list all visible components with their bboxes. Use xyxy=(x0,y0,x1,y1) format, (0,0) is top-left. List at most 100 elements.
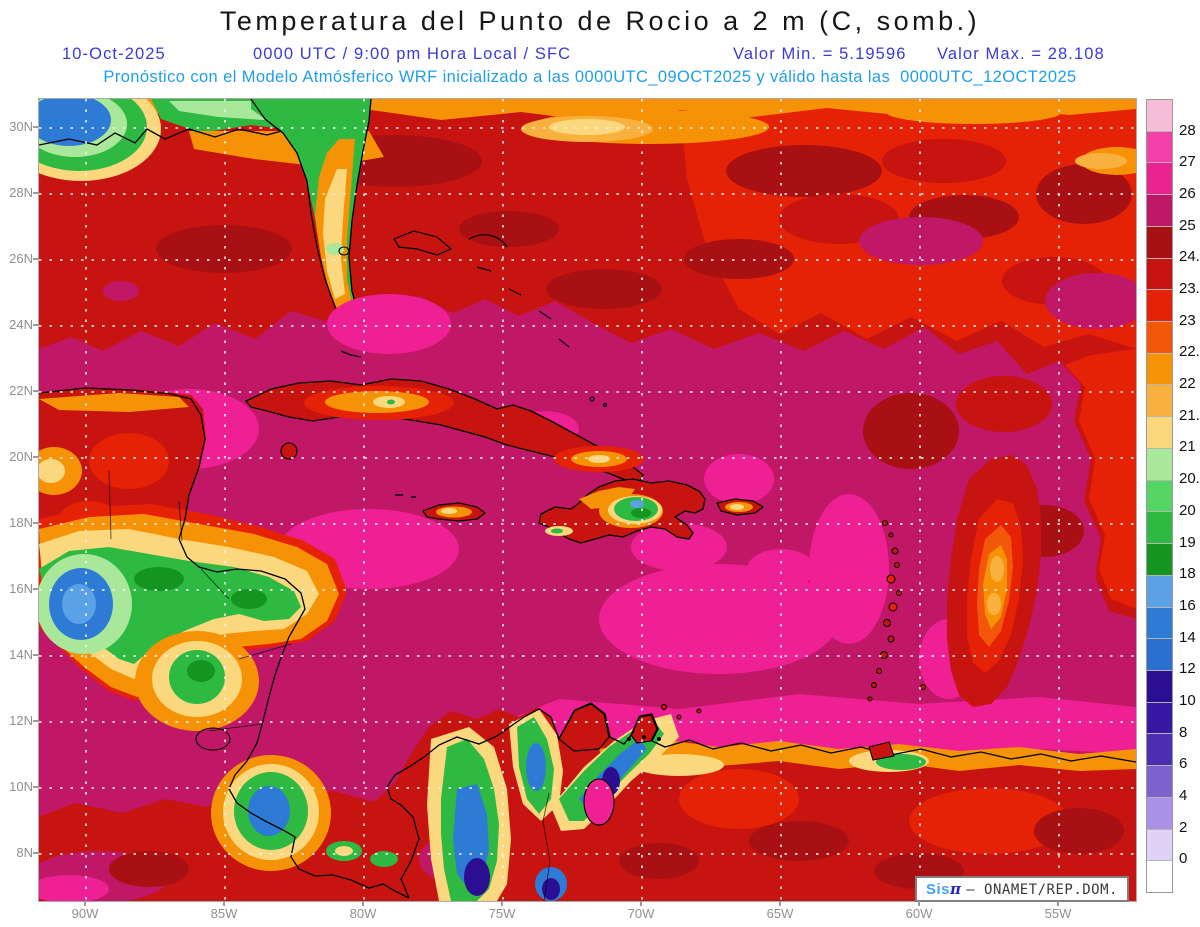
run-date: 10-Oct-2025 xyxy=(62,45,166,63)
colorbar-level-label: 4 xyxy=(1179,786,1188,804)
watermark-badge: Sisπ – ONAMET/REP.DOM. xyxy=(915,876,1129,902)
colorbar-swatch xyxy=(1147,543,1172,575)
colorbar-swatch xyxy=(1147,321,1172,353)
page-title: Temperatura del Punto de Rocio a 2 m (C,… xyxy=(219,6,981,36)
colorbar-swatch xyxy=(1147,828,1172,861)
colorbar-swatch xyxy=(1147,796,1172,829)
lat-tick-label: 30N xyxy=(9,119,33,134)
lon-tick-mark xyxy=(223,901,225,906)
colorbar-swatch xyxy=(1147,574,1172,607)
hispaniola-island xyxy=(538,478,706,544)
lat-tick-label: 26N xyxy=(9,251,33,266)
lat-tick-mark xyxy=(33,192,38,194)
colorbar-swatch xyxy=(1147,511,1172,544)
lat-tick-mark xyxy=(33,456,38,458)
puerto-rico-island xyxy=(716,498,765,516)
colorbar-level-label: 10 xyxy=(1179,691,1196,709)
min-value-text: Valor Min. = 5.19596 xyxy=(733,45,907,63)
colorbar-level-label: 22.5 xyxy=(1179,343,1200,361)
lon-tick-label: 65W xyxy=(766,906,794,921)
lon-tick-label: 90W xyxy=(71,906,99,921)
lat-tick-label: 20N xyxy=(9,449,33,464)
colorbar-level-label: 14 xyxy=(1179,628,1196,646)
model-init-text: Pronóstico con el Modelo Atmósferico WRF… xyxy=(103,68,1077,86)
lon-tick-mark xyxy=(779,901,781,906)
lon-tick-label: 55W xyxy=(1044,906,1072,921)
max-value-text: Valor Max. = 28.108 xyxy=(937,45,1105,63)
lon-tick-mark xyxy=(640,901,642,906)
colorbar-level-label: 16 xyxy=(1179,596,1196,614)
region-south-america-features xyxy=(427,703,1136,901)
lon-tick-label: 85W xyxy=(210,906,238,921)
lat-tick-mark xyxy=(33,390,38,392)
colorbar-swatch xyxy=(1147,225,1172,258)
colorbar-swatch xyxy=(1147,860,1172,892)
watermark-agency: – ONAMET/REP.DOM. xyxy=(966,882,1118,898)
lesser-antilles xyxy=(627,520,926,761)
colorbar-swatches xyxy=(1146,99,1173,893)
colorbar-swatch xyxy=(1147,257,1172,290)
colorbar-swatch xyxy=(1147,162,1172,195)
lon-tick-mark xyxy=(1057,901,1059,906)
lat-tick-label: 24N xyxy=(9,317,33,332)
colorbar-swatch xyxy=(1147,100,1172,131)
colorbar-level-label: 20.5 xyxy=(1179,470,1200,488)
watermark-pi-icon: π xyxy=(950,880,962,898)
coastlines xyxy=(39,387,1136,901)
colorbar-level-label: 20 xyxy=(1179,501,1196,519)
lat-tick-mark xyxy=(33,258,38,260)
colorbar-swatch xyxy=(1147,701,1172,734)
lon-tick-label: 60W xyxy=(905,906,933,921)
colorbar-swatch xyxy=(1147,638,1172,670)
colorbar-level-label: 8 xyxy=(1179,723,1188,741)
lat-tick-mark xyxy=(33,786,38,788)
watermark-sis: Sis xyxy=(926,881,951,898)
colorbar-swatch xyxy=(1147,765,1172,797)
region-east-orange-blob xyxy=(947,455,1041,707)
colorbar-swatch xyxy=(1147,669,1172,702)
lat-tick-mark xyxy=(33,126,38,128)
colorbar-level-label: 24.5 xyxy=(1179,248,1200,266)
lat-tick-mark xyxy=(33,852,38,854)
lon-tick-label: 75W xyxy=(488,906,516,921)
lat-tick-mark xyxy=(33,654,38,656)
colorbar-swatch xyxy=(1147,447,1172,480)
lon-tick-mark xyxy=(918,901,920,906)
lon-tick-mark xyxy=(84,901,86,906)
lat-tick-mark xyxy=(33,720,38,722)
lat-tick-label: 10N xyxy=(9,779,33,794)
lat-tick-label: 8N xyxy=(16,845,33,860)
colorbar-level-label: 18 xyxy=(1179,565,1196,583)
lat-tick-label: 12N xyxy=(9,713,33,728)
lat-tick-mark xyxy=(33,324,38,326)
colorbar-swatch xyxy=(1147,352,1172,385)
jamaica-island xyxy=(422,502,486,522)
colorbar-level-label: 19 xyxy=(1179,533,1196,551)
colorbar-level-label: 25 xyxy=(1179,216,1196,234)
colorbar-swatch xyxy=(1147,733,1172,766)
colorbar-level-label: 22 xyxy=(1179,375,1196,393)
lat-tick-label: 14N xyxy=(9,647,33,662)
colorbar-level-label: 12 xyxy=(1179,660,1196,678)
colorbar-level-label: 23.5 xyxy=(1179,280,1200,298)
lat-tick-label: 16N xyxy=(9,581,33,596)
colorbar-swatch xyxy=(1147,479,1172,512)
colorbar-swatch xyxy=(1147,194,1172,226)
colorbar-level-label: 6 xyxy=(1179,755,1188,773)
graticule xyxy=(39,99,1136,901)
colorbar-level-label: 27 xyxy=(1179,153,1196,171)
colorbar-level-label: 21.5 xyxy=(1179,406,1200,424)
lat-tick-label: 22N xyxy=(9,383,33,398)
colorbar-level-label: 26 xyxy=(1179,185,1196,203)
colorbar-level-label: 21 xyxy=(1179,438,1196,456)
colorbar-swatch xyxy=(1147,289,1172,322)
colorbar-swatch xyxy=(1147,416,1172,448)
bahamas-islands xyxy=(393,230,608,408)
lat-tick-mark xyxy=(33,522,38,524)
colorbar-swatch xyxy=(1147,384,1172,417)
valid-time: 0000 UTC / 9:00 pm Hora Local / SFC xyxy=(253,45,572,63)
map-canvas xyxy=(38,98,1137,902)
lon-tick-mark xyxy=(362,901,364,906)
cuba-island xyxy=(244,378,644,498)
